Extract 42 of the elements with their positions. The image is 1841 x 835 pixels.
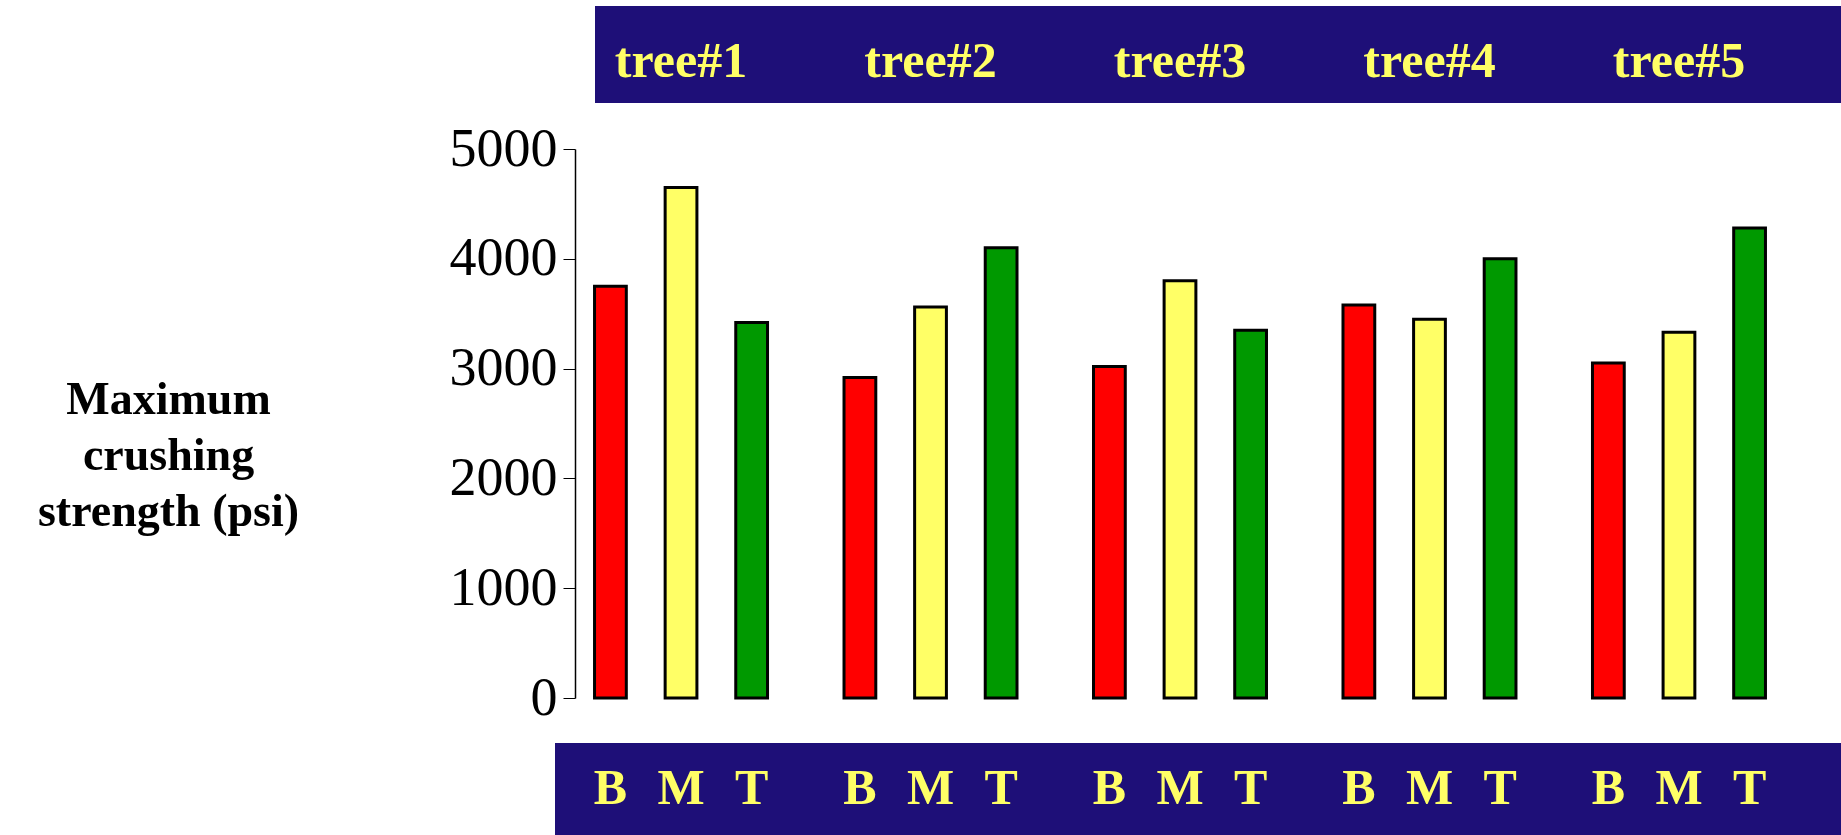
text: T [1483, 759, 1517, 815]
x-tick-label: tree#3 [1113, 31, 1247, 88]
bar [913, 305, 948, 700]
text: M [1655, 759, 1703, 815]
text: B [1591, 759, 1626, 815]
text: B [1092, 759, 1127, 815]
bar [1590, 361, 1626, 700]
bar [1233, 328, 1268, 700]
x-tick-label: tree#2 [864, 31, 997, 88]
y-tick-label: 1000 [449, 556, 558, 617]
text: T [984, 759, 1018, 815]
bar [593, 284, 628, 700]
x-tick-label: tree#1 [614, 31, 748, 88]
series-label: T [734, 759, 769, 815]
bar [983, 246, 1019, 700]
bar [734, 320, 770, 700]
bar [1412, 317, 1447, 700]
text: M [657, 759, 705, 815]
bar [1162, 279, 1198, 700]
bar [1092, 364, 1127, 700]
bar [1732, 226, 1767, 700]
series-label: B [593, 759, 628, 815]
text: T [1732, 759, 1767, 815]
y-tick-label: 5000 [449, 117, 558, 178]
text: B [1342, 759, 1376, 815]
bar [1341, 303, 1377, 700]
y-tick-label: 3000 [449, 337, 558, 398]
bar [842, 375, 878, 700]
text: T [1233, 759, 1268, 815]
y-tick-label: 2000 [449, 446, 558, 507]
bar [1661, 330, 1697, 700]
bar [1482, 257, 1518, 700]
y-tick-label: 4000 [449, 227, 558, 288]
bar [663, 185, 699, 700]
y-axis-title: Maximum crushing strength (psi) [37, 372, 300, 536]
text: M [1405, 759, 1454, 815]
text: B [843, 759, 877, 815]
x-tick-label: tree#5 [1612, 31, 1746, 88]
x-tick-label: tree#4 [1363, 31, 1496, 88]
text: M [906, 759, 955, 815]
series-label: M [1156, 759, 1204, 815]
y-tick-label: 0 [530, 666, 558, 727]
